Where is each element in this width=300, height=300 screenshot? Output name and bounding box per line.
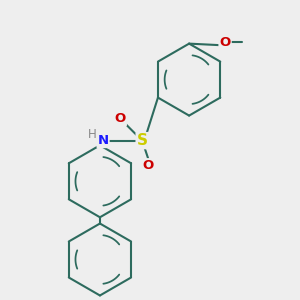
Text: H: H	[88, 128, 97, 142]
Text: S: S	[137, 133, 148, 148]
Text: O: O	[220, 36, 231, 49]
Text: N: N	[98, 134, 109, 147]
Text: O: O	[143, 159, 154, 172]
Text: O: O	[115, 112, 126, 125]
